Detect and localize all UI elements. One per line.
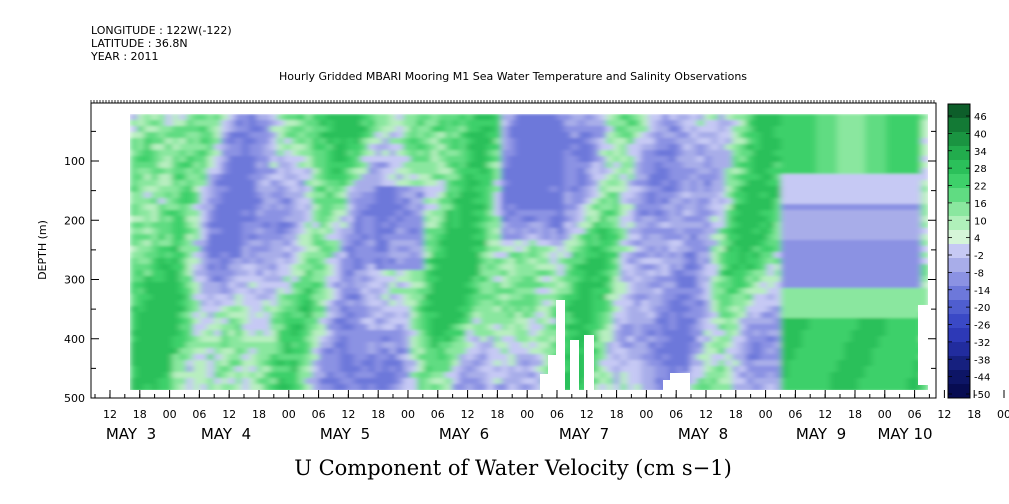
colorbar-label: -50 <box>974 390 990 401</box>
x-hour-label: 18 <box>967 408 981 421</box>
colorbar-swatch <box>948 384 970 399</box>
x-hour-label: 06 <box>312 408 326 421</box>
x-axis-label: U Component of Water Velocity (cm s−1) <box>294 456 732 480</box>
colorbar-swatch <box>948 300 970 315</box>
y-axis-label: DEPTH (m) <box>36 220 49 280</box>
x-hour-label: 12 <box>222 408 236 421</box>
colorbar-swatch <box>948 104 970 119</box>
colorbar-label: -44 <box>974 373 990 384</box>
x-day-label: MAY 3 <box>106 425 156 443</box>
x-hour-label: 18 <box>133 408 147 421</box>
latitude-label: LATITUDE : 36.8N <box>91 37 188 50</box>
x-hour-label: 06 <box>431 408 445 421</box>
x-hour-label: 06 <box>908 408 922 421</box>
colorbar-label: 46 <box>974 112 987 123</box>
colorbar-label: 22 <box>974 182 987 193</box>
x-hour-label: 06 <box>550 408 564 421</box>
x-day-label: MAY 9 <box>796 425 846 443</box>
colorbar-swatch <box>948 328 970 343</box>
colorbar-swatch <box>948 258 970 273</box>
colorbar-label: 28 <box>974 164 987 175</box>
y-axis: 100 200 300 400 500 <box>64 130 936 405</box>
x-hour-label: 18 <box>848 408 862 421</box>
x-hour-label: 18 <box>490 408 504 421</box>
x-axis: 12 18 00 06 12 18 00 06 12 18 00 06 12 18 00 06 12 18 00 06… <box>94 390 1009 443</box>
colorbar-label: 34 <box>974 147 987 158</box>
colorbar-swatch <box>948 342 970 357</box>
x-hour-label: 00 <box>282 408 296 421</box>
colorbar-label: 4 <box>974 234 980 245</box>
colorbar-swatch <box>948 132 970 147</box>
year-label: YEAR : 2011 <box>90 50 159 63</box>
top-minor-ticks <box>90 100 935 103</box>
colorbar-swatch <box>948 202 970 217</box>
longitude-label: LONGITUDE : 122W(-122) <box>91 24 232 37</box>
colorbar-label: -26 <box>974 321 990 332</box>
colorbar-swatch <box>948 118 970 133</box>
y-tick-label: 300 <box>64 274 85 287</box>
x-hour-label: 00 <box>759 408 773 421</box>
x-hour-label: 00 <box>878 408 892 421</box>
heatmap-field <box>130 114 928 390</box>
x-day-label: MAY 10 <box>877 425 932 443</box>
x-hour-label: 00 <box>401 408 415 421</box>
colorbar-swatch <box>948 370 970 385</box>
colorbar-swatch <box>948 356 970 371</box>
x-hour-label: 12 <box>699 408 713 421</box>
x-hour-label: 06 <box>669 408 683 421</box>
colorbar-swatch <box>948 174 970 189</box>
chart-title: Hourly Gridded MBARI Mooring M1 Sea Wate… <box>279 70 747 83</box>
x-hour-label: 12 <box>461 408 475 421</box>
colorbar-swatch <box>948 286 970 301</box>
colorbar-label: -14 <box>974 286 990 297</box>
x-hour-label: 12 <box>580 408 594 421</box>
colorbar-label: 10 <box>974 216 987 227</box>
y-tick-label: 400 <box>64 333 85 346</box>
colorbar-swatch <box>948 146 970 161</box>
colorbar-swatch <box>948 188 970 203</box>
y-tick-label: 500 <box>64 392 85 405</box>
x-hour-label: 06 <box>788 408 802 421</box>
x-hour-label: 00 <box>997 408 1009 421</box>
x-day-label: MAY 5 <box>320 425 370 443</box>
y-tick-label: 100 <box>64 155 85 168</box>
x-hour-label: 12 <box>103 408 117 421</box>
x-hour-label: 12 <box>937 408 951 421</box>
x-hour-label: 00 <box>639 408 653 421</box>
data-gaps <box>540 300 928 390</box>
x-day-label: MAY 7 <box>559 425 609 443</box>
colorbar-label: 16 <box>974 199 987 210</box>
colorbar-swatch <box>948 160 970 175</box>
colorbar-label: -20 <box>974 303 990 314</box>
colorbar-frame <box>947 103 971 399</box>
x-day-label: MAY 6 <box>439 425 489 443</box>
colorbar-label: -8 <box>974 268 984 279</box>
colorbar-swatch <box>948 216 970 231</box>
colorbar-label: 40 <box>974 129 987 140</box>
x-day-label: MAY 4 <box>201 425 251 443</box>
colorbar-label: -2 <box>974 251 984 262</box>
colorbar-label: -38 <box>974 355 990 366</box>
colorbar-swatch <box>948 230 970 245</box>
colorbar-label: -32 <box>974 338 990 349</box>
colorbar-swatch <box>948 314 970 329</box>
plot-frame <box>90 102 937 399</box>
x-day-label: MAY 8 <box>678 425 728 443</box>
x-hour-label: 06 <box>192 408 206 421</box>
x-hour-label: 00 <box>163 408 177 421</box>
x-hour-label: 12 <box>341 408 355 421</box>
x-hour-label: 18 <box>371 408 385 421</box>
y-tick-label: 200 <box>64 214 85 227</box>
x-hour-label: 18 <box>610 408 624 421</box>
x-hour-label: 00 <box>520 408 534 421</box>
x-hour-label: 18 <box>729 408 743 421</box>
x-hour-label: 18 <box>252 408 266 421</box>
colorbar-swatch <box>948 272 970 287</box>
x-hour-label: 12 <box>818 408 832 421</box>
colorbar-swatch <box>948 244 970 259</box>
colorbar: 46 40 34 28 22 16 10 4 -2 -8 -14 -20 -26 -32 -38 -44 -50 <box>947 103 990 401</box>
